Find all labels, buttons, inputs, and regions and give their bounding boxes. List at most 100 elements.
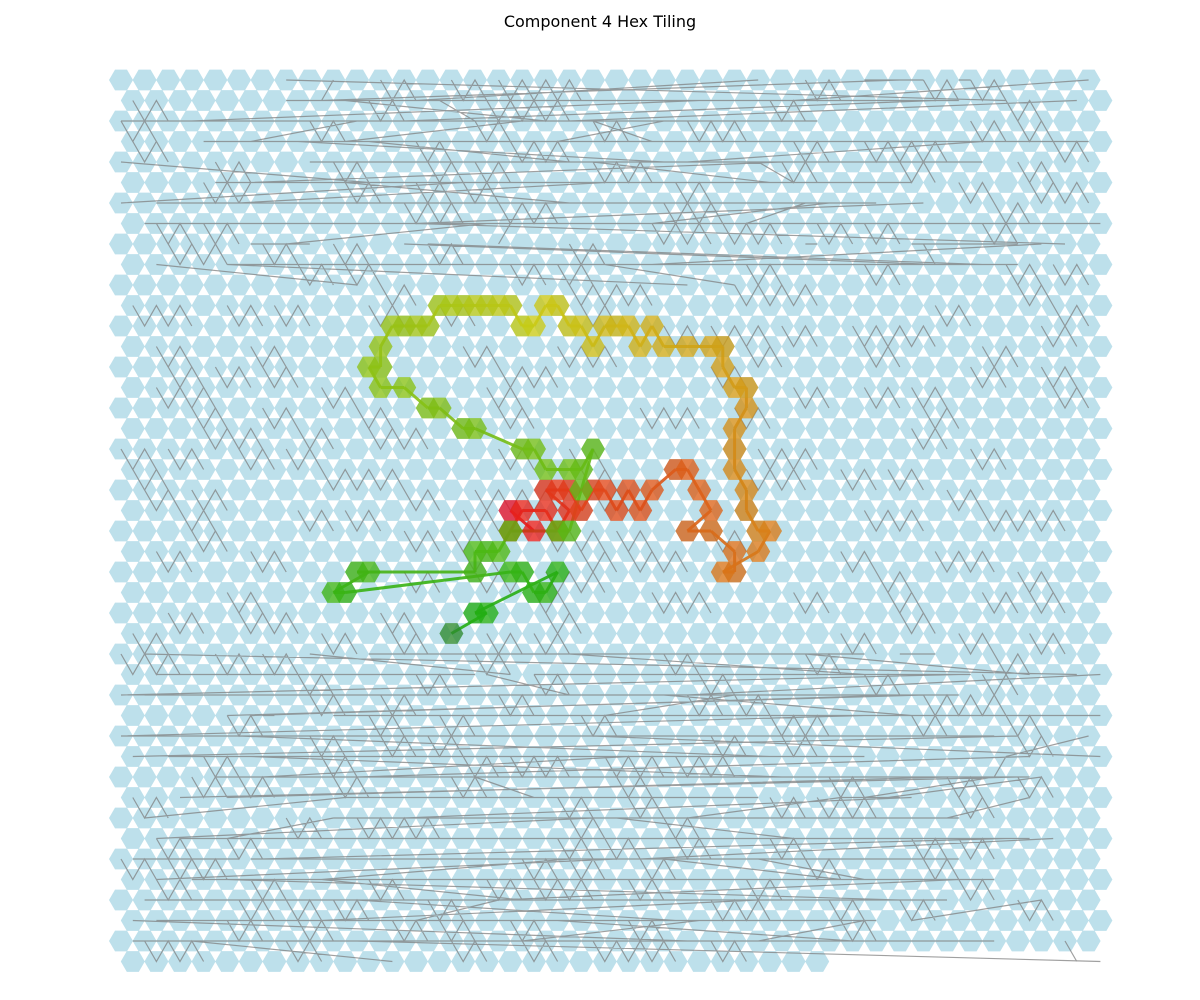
hex-cell bbox=[238, 951, 263, 972]
hex-cell bbox=[663, 377, 688, 398]
hex-cell bbox=[250, 151, 275, 173]
path-hex bbox=[640, 479, 664, 501]
hex-cell bbox=[1017, 336, 1042, 357]
hex-cell bbox=[946, 582, 971, 603]
hex-cell bbox=[663, 500, 688, 521]
hex-cell bbox=[876, 623, 900, 644]
path-hex bbox=[510, 500, 535, 521]
hex-cell bbox=[651, 356, 676, 378]
hex-cell bbox=[1076, 561, 1101, 583]
path-hex bbox=[604, 500, 629, 521]
path-hex bbox=[522, 520, 546, 542]
hex-cell bbox=[1005, 315, 1030, 337]
hex-cell bbox=[168, 582, 192, 603]
hex-cell bbox=[191, 336, 216, 357]
hex-cell bbox=[168, 172, 192, 193]
hex-cell bbox=[923, 746, 948, 767]
hex-cell bbox=[1088, 828, 1113, 849]
hex-cell bbox=[227, 69, 251, 91]
hex-cell bbox=[758, 951, 782, 972]
hex-cell bbox=[1041, 869, 1066, 890]
hex-cell bbox=[1076, 684, 1101, 706]
hex-cell bbox=[628, 356, 653, 378]
hex-cell bbox=[805, 418, 830, 439]
path-hex bbox=[592, 315, 617, 337]
hex-cell bbox=[1076, 807, 1101, 829]
hex-cell bbox=[227, 274, 251, 296]
hex-cell bbox=[333, 541, 358, 562]
hex-cell bbox=[569, 418, 594, 439]
hex-cell bbox=[970, 746, 995, 767]
path-hex bbox=[746, 520, 771, 542]
hex-cell bbox=[168, 90, 192, 111]
hex-cell bbox=[640, 459, 664, 480]
path-hex bbox=[722, 377, 747, 398]
hex-cell bbox=[1029, 438, 1054, 460]
hex-cell bbox=[474, 459, 499, 480]
hex-cell bbox=[1053, 807, 1077, 829]
hex-cell bbox=[828, 500, 853, 521]
hex-cell bbox=[840, 274, 865, 296]
hex-cell bbox=[356, 541, 381, 562]
hex-cell bbox=[663, 295, 688, 316]
hex-cell bbox=[250, 479, 275, 501]
hex-cell bbox=[758, 500, 782, 521]
hex-cell bbox=[215, 336, 240, 357]
hex-cell bbox=[1005, 807, 1030, 829]
hex-cell bbox=[616, 377, 641, 398]
hex-cell bbox=[415, 69, 440, 91]
hex-cell bbox=[1005, 438, 1030, 460]
hex-cell bbox=[415, 274, 440, 296]
hex-cell bbox=[911, 356, 936, 378]
hex-cell bbox=[427, 459, 452, 480]
hex-cell bbox=[545, 418, 570, 439]
path-hex bbox=[533, 582, 558, 603]
hex-cell bbox=[828, 295, 853, 316]
path-hex bbox=[722, 541, 747, 562]
hex-cell bbox=[1076, 356, 1101, 378]
hex-cell bbox=[769, 69, 794, 91]
hex-cell bbox=[1064, 746, 1089, 767]
hex-cell bbox=[533, 233, 558, 255]
hex-cell bbox=[758, 623, 782, 644]
hex-cell bbox=[109, 602, 133, 624]
hex-cell bbox=[179, 643, 204, 665]
hex-cell bbox=[1088, 377, 1113, 398]
hex-cell bbox=[144, 582, 169, 603]
hex-cell bbox=[109, 766, 133, 788]
hex-cell bbox=[274, 274, 299, 296]
hex-cell bbox=[120, 951, 145, 972]
hex-cell bbox=[333, 336, 358, 357]
hex-cell bbox=[651, 69, 676, 91]
hex-cell bbox=[994, 172, 1018, 193]
hex-cell bbox=[946, 377, 971, 398]
hex-cell bbox=[250, 807, 275, 829]
hex-cell bbox=[687, 541, 712, 562]
hex-cell bbox=[994, 295, 1018, 316]
hex-cell bbox=[1064, 582, 1089, 603]
hex-cell bbox=[1088, 582, 1113, 603]
hex-cell bbox=[994, 787, 1018, 808]
hex-cell bbox=[321, 561, 346, 583]
hex-cell bbox=[781, 541, 806, 562]
path-hex bbox=[628, 500, 653, 521]
hex-cell bbox=[109, 233, 133, 255]
hex-cell bbox=[297, 356, 322, 378]
hex-cell bbox=[321, 602, 346, 624]
path-hex bbox=[545, 561, 570, 583]
hex-cell bbox=[1076, 110, 1101, 132]
hex-cell bbox=[581, 69, 605, 91]
hex-cell bbox=[1088, 131, 1113, 152]
hex-cell bbox=[215, 951, 240, 972]
hex-cell bbox=[1053, 684, 1077, 706]
hex-cell bbox=[935, 274, 959, 296]
hex-cell bbox=[958, 602, 983, 624]
path-hex bbox=[557, 315, 582, 337]
hex-cell bbox=[109, 356, 133, 378]
hex-cell bbox=[227, 520, 251, 542]
hex-cell bbox=[876, 746, 900, 767]
hex-cell bbox=[722, 602, 747, 624]
hex-cell bbox=[687, 951, 712, 972]
hex-cell bbox=[297, 69, 322, 91]
hex-cell bbox=[1005, 848, 1030, 870]
